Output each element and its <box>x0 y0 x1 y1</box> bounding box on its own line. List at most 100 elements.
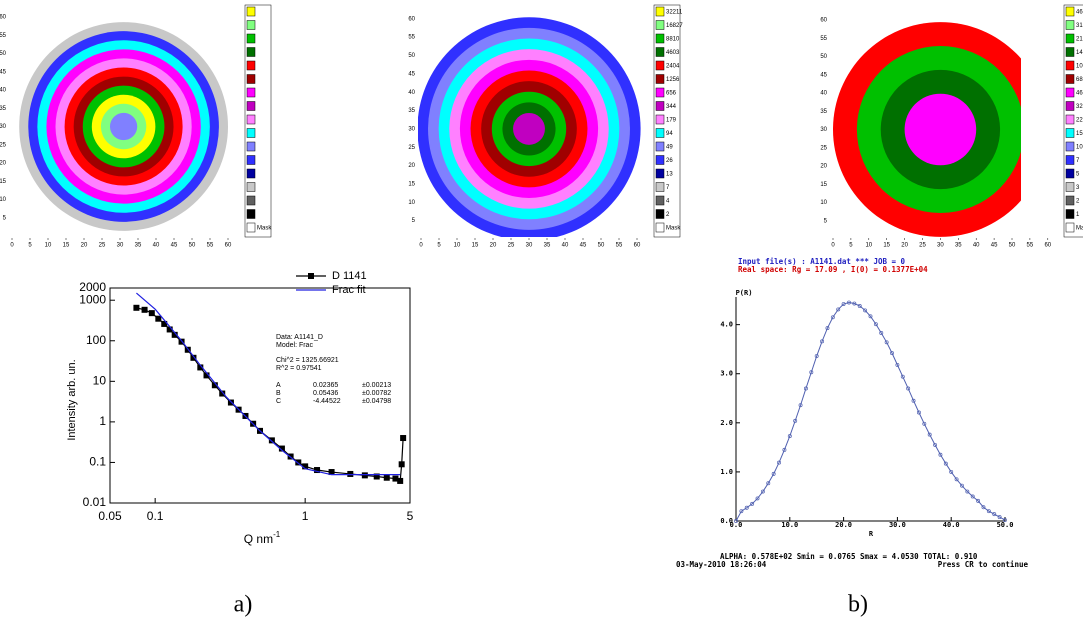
series-line <box>136 292 401 476</box>
legend-swatch <box>1065 195 1075 206</box>
legend-label: 31 <box>1076 23 1083 29</box>
legend-swatch <box>1065 101 1075 111</box>
y-tick-label: 100 <box>86 333 106 347</box>
legend-swatch <box>655 141 665 152</box>
legend-swatch <box>1065 33 1075 44</box>
data-point <box>949 469 954 474</box>
data-point <box>171 331 178 338</box>
data-point <box>383 474 390 481</box>
data-point <box>1003 518 1007 522</box>
y-tick-label: 15 <box>408 182 415 188</box>
x-tick-label: 1 <box>302 509 309 523</box>
y-tick-label: 5 <box>3 215 7 221</box>
y-axis-label: Intensity arb. un. <box>66 359 78 440</box>
heatmap-ring <box>513 112 545 145</box>
legend-swatch <box>1065 74 1075 84</box>
y-tick-label: 0.1 <box>89 455 106 469</box>
x-tick-label: 20.0 <box>835 521 852 529</box>
data-point <box>916 410 921 415</box>
legend-swatch <box>246 182 256 192</box>
annotation: Model: Frac <box>276 342 313 349</box>
legend-label: 32211 <box>666 10 683 16</box>
y-tick-label: 60 <box>820 18 827 24</box>
legend-swatch <box>655 209 665 219</box>
data-point <box>798 403 803 408</box>
legend-label: 14 <box>1076 50 1083 56</box>
legend-label: 179 <box>666 118 677 124</box>
x-tick-label: 60 <box>1044 243 1051 249</box>
heatmap-ring <box>109 112 138 141</box>
y-tick-label: 25 <box>820 145 827 151</box>
legend-label: 2404 <box>666 64 680 70</box>
y-tick-label: 15 <box>820 182 827 188</box>
legend-swatch <box>1065 155 1075 165</box>
y-tick-label: 60 <box>0 15 7 21</box>
data-point <box>361 472 368 479</box>
fit-parameter: ±0.00213 <box>362 382 391 389</box>
x-tick-label: 40 <box>153 243 160 249</box>
legend-swatch <box>655 60 665 71</box>
legend-swatch <box>655 33 665 44</box>
legend-label: 1 <box>1076 212 1080 218</box>
legend-swatch <box>655 222 665 233</box>
y-tick-label: 10 <box>93 373 107 387</box>
legend-label: 4603 <box>666 50 680 56</box>
data-point <box>197 364 204 371</box>
x-tick-label: 15 <box>883 243 890 249</box>
legend-swatch <box>655 74 665 84</box>
legend-label: 49 <box>666 145 673 151</box>
legend-swatch <box>1065 222 1075 233</box>
data-point <box>278 445 285 452</box>
legend-label: 21 <box>1076 37 1083 43</box>
data-point <box>219 390 226 397</box>
x-tick-label: 20 <box>901 243 908 249</box>
legend-swatch <box>246 101 256 111</box>
data-point <box>803 386 808 391</box>
data-point <box>960 483 964 488</box>
y-tick-label: 2.0 <box>720 419 733 427</box>
fit-parameter: 0.05436 <box>313 390 338 397</box>
legend-swatch <box>655 87 665 98</box>
fit-parameter: ±0.00782 <box>362 390 391 397</box>
data-point <box>211 382 218 389</box>
data-point <box>295 459 302 466</box>
data-point <box>900 374 905 379</box>
y-tick-label: 60 <box>408 16 415 22</box>
y-tick-label: 30 <box>0 124 7 130</box>
data-point <box>911 398 916 403</box>
y-tick-label: 5 <box>412 218 416 224</box>
y-tick-label: 0.01 <box>83 495 107 509</box>
x-tick-label: 5 <box>407 509 414 523</box>
data-point <box>771 471 776 476</box>
data-point <box>986 509 991 514</box>
data-point <box>787 434 792 439</box>
legend-swatch <box>246 128 256 138</box>
data-point <box>809 370 814 375</box>
legend-label: 1256 <box>666 77 680 83</box>
legend-swatch <box>246 141 256 152</box>
data-point <box>954 477 959 482</box>
y-tick-label: 45 <box>0 69 7 75</box>
x-tick-label: 10 <box>865 243 872 249</box>
legend-swatch <box>655 155 665 165</box>
y-tick-label: 5 <box>824 218 828 224</box>
x-tick-label: 40.0 <box>943 521 960 529</box>
data-point <box>906 386 911 391</box>
fit-parameter: ±0.04798 <box>362 398 391 405</box>
legend-swatch <box>655 114 665 125</box>
y-tick-label: 15 <box>0 179 7 185</box>
data-point <box>133 304 140 311</box>
y-tick-label: 1 <box>99 414 106 428</box>
header-line: Real space: Rg = 17.09 , I(0) = 0.1377E+… <box>738 265 928 274</box>
x-tick-label: 0.0 <box>730 521 743 529</box>
legend-swatch <box>1065 168 1075 179</box>
data-point <box>943 461 948 466</box>
data-point <box>739 509 744 514</box>
fit-parameter: B <box>276 390 281 397</box>
legend-label: 15 <box>1076 131 1083 137</box>
x-tick-label: 60 <box>225 243 232 249</box>
data-point <box>841 302 846 306</box>
legend-swatch <box>246 47 256 57</box>
